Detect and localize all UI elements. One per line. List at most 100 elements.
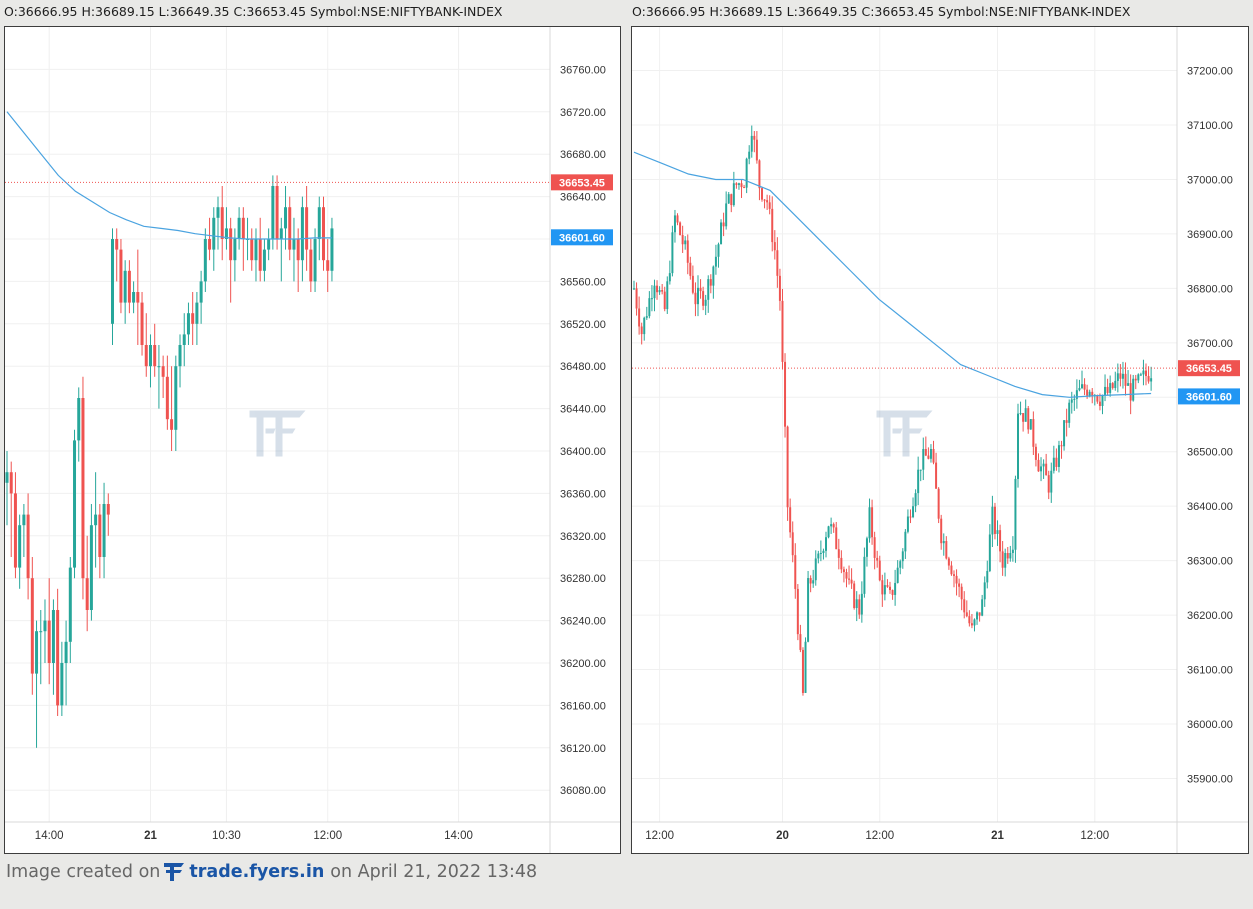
candle[interactable] (786, 425, 789, 521)
candle[interactable] (1101, 394, 1104, 415)
candle[interactable] (258, 217, 262, 282)
candle[interactable] (663, 286, 666, 312)
candle[interactable] (894, 569, 897, 606)
candle[interactable] (727, 191, 730, 204)
candle[interactable] (1106, 378, 1109, 396)
candle[interactable] (1029, 419, 1032, 430)
candle[interactable] (77, 387, 81, 462)
candle[interactable] (855, 591, 858, 622)
candle[interactable] (873, 531, 876, 570)
candle[interactable] (56, 588, 60, 716)
candle[interactable] (924, 436, 927, 457)
candle[interactable] (1011, 536, 1014, 562)
candle[interactable] (679, 221, 682, 236)
candle[interactable] (182, 313, 186, 367)
candle[interactable] (835, 521, 838, 550)
candle[interactable] (694, 282, 697, 317)
candle[interactable] (686, 234, 689, 275)
candle[interactable] (830, 517, 833, 534)
candle[interactable] (1060, 440, 1063, 459)
candle[interactable] (317, 196, 321, 261)
candle[interactable] (899, 559, 902, 575)
candle[interactable] (326, 239, 330, 292)
candle[interactable] (1070, 391, 1073, 414)
candle[interactable] (18, 514, 22, 589)
candle[interactable] (789, 498, 792, 538)
candle[interactable] (753, 131, 756, 153)
candle[interactable] (1116, 363, 1119, 393)
candle[interactable] (932, 440, 935, 465)
candle[interactable] (85, 535, 89, 632)
candle[interactable] (819, 540, 822, 562)
candle[interactable] (947, 556, 950, 570)
candle[interactable] (1139, 372, 1142, 377)
candle[interactable] (650, 285, 653, 312)
candle[interactable] (827, 525, 830, 539)
candle[interactable] (1150, 366, 1153, 391)
candle[interactable] (871, 499, 874, 545)
candle[interactable] (732, 171, 735, 207)
candle[interactable] (1037, 453, 1040, 472)
candle[interactable] (720, 219, 723, 245)
candle[interactable] (313, 228, 317, 292)
candle[interactable] (999, 524, 1002, 563)
candle[interactable] (796, 584, 799, 641)
candle[interactable] (771, 196, 774, 252)
candle[interactable] (144, 313, 148, 377)
candle[interactable] (161, 355, 165, 398)
candle[interactable] (1078, 379, 1081, 392)
candle[interactable] (199, 270, 203, 324)
candle[interactable] (1019, 401, 1022, 416)
candle[interactable] (157, 345, 161, 409)
candle[interactable] (840, 550, 843, 574)
candle[interactable] (1014, 475, 1017, 563)
candle[interactable] (279, 217, 283, 282)
candle[interactable] (233, 228, 237, 282)
candle[interactable] (922, 437, 925, 481)
candle[interactable] (1055, 448, 1058, 471)
candle[interactable] (991, 495, 994, 548)
candle[interactable] (825, 531, 827, 558)
candle[interactable] (658, 286, 661, 295)
candle[interactable] (127, 260, 131, 314)
candle[interactable] (22, 504, 26, 557)
candle[interactable] (666, 276, 669, 314)
candle[interactable] (322, 196, 325, 271)
candle[interactable] (755, 131, 758, 164)
candle[interactable] (865, 536, 868, 567)
candle[interactable] (740, 179, 743, 198)
candle[interactable] (684, 236, 687, 250)
candle[interactable] (170, 366, 174, 451)
candle[interactable] (633, 280, 635, 291)
candle[interactable] (886, 579, 889, 588)
candle[interactable] (965, 600, 968, 618)
candle[interactable] (203, 228, 207, 292)
candle[interactable] (878, 555, 881, 582)
candle[interactable] (822, 548, 825, 560)
candle[interactable] (1132, 374, 1135, 402)
candle[interactable] (814, 550, 817, 586)
candle[interactable] (1052, 445, 1055, 474)
candle[interactable] (1001, 541, 1004, 576)
candle[interactable] (927, 447, 930, 460)
candle[interactable] (267, 228, 271, 261)
candle[interactable] (883, 572, 886, 601)
candle[interactable] (993, 502, 996, 540)
candle[interactable] (1104, 374, 1107, 402)
candle[interactable] (707, 275, 710, 313)
candle[interactable] (102, 482, 106, 579)
candle[interactable] (737, 182, 740, 190)
candle[interactable] (668, 260, 671, 285)
candle[interactable] (47, 578, 51, 685)
candle[interactable] (858, 594, 861, 619)
candle[interactable] (309, 239, 313, 292)
candle[interactable] (635, 282, 638, 316)
candle[interactable] (766, 194, 769, 210)
candle[interactable] (699, 279, 702, 299)
candle[interactable] (132, 281, 136, 314)
candle[interactable] (702, 286, 705, 311)
candle[interactable] (250, 228, 254, 271)
candle[interactable] (1032, 411, 1035, 455)
candle[interactable] (909, 509, 912, 524)
candle[interactable] (784, 353, 787, 438)
